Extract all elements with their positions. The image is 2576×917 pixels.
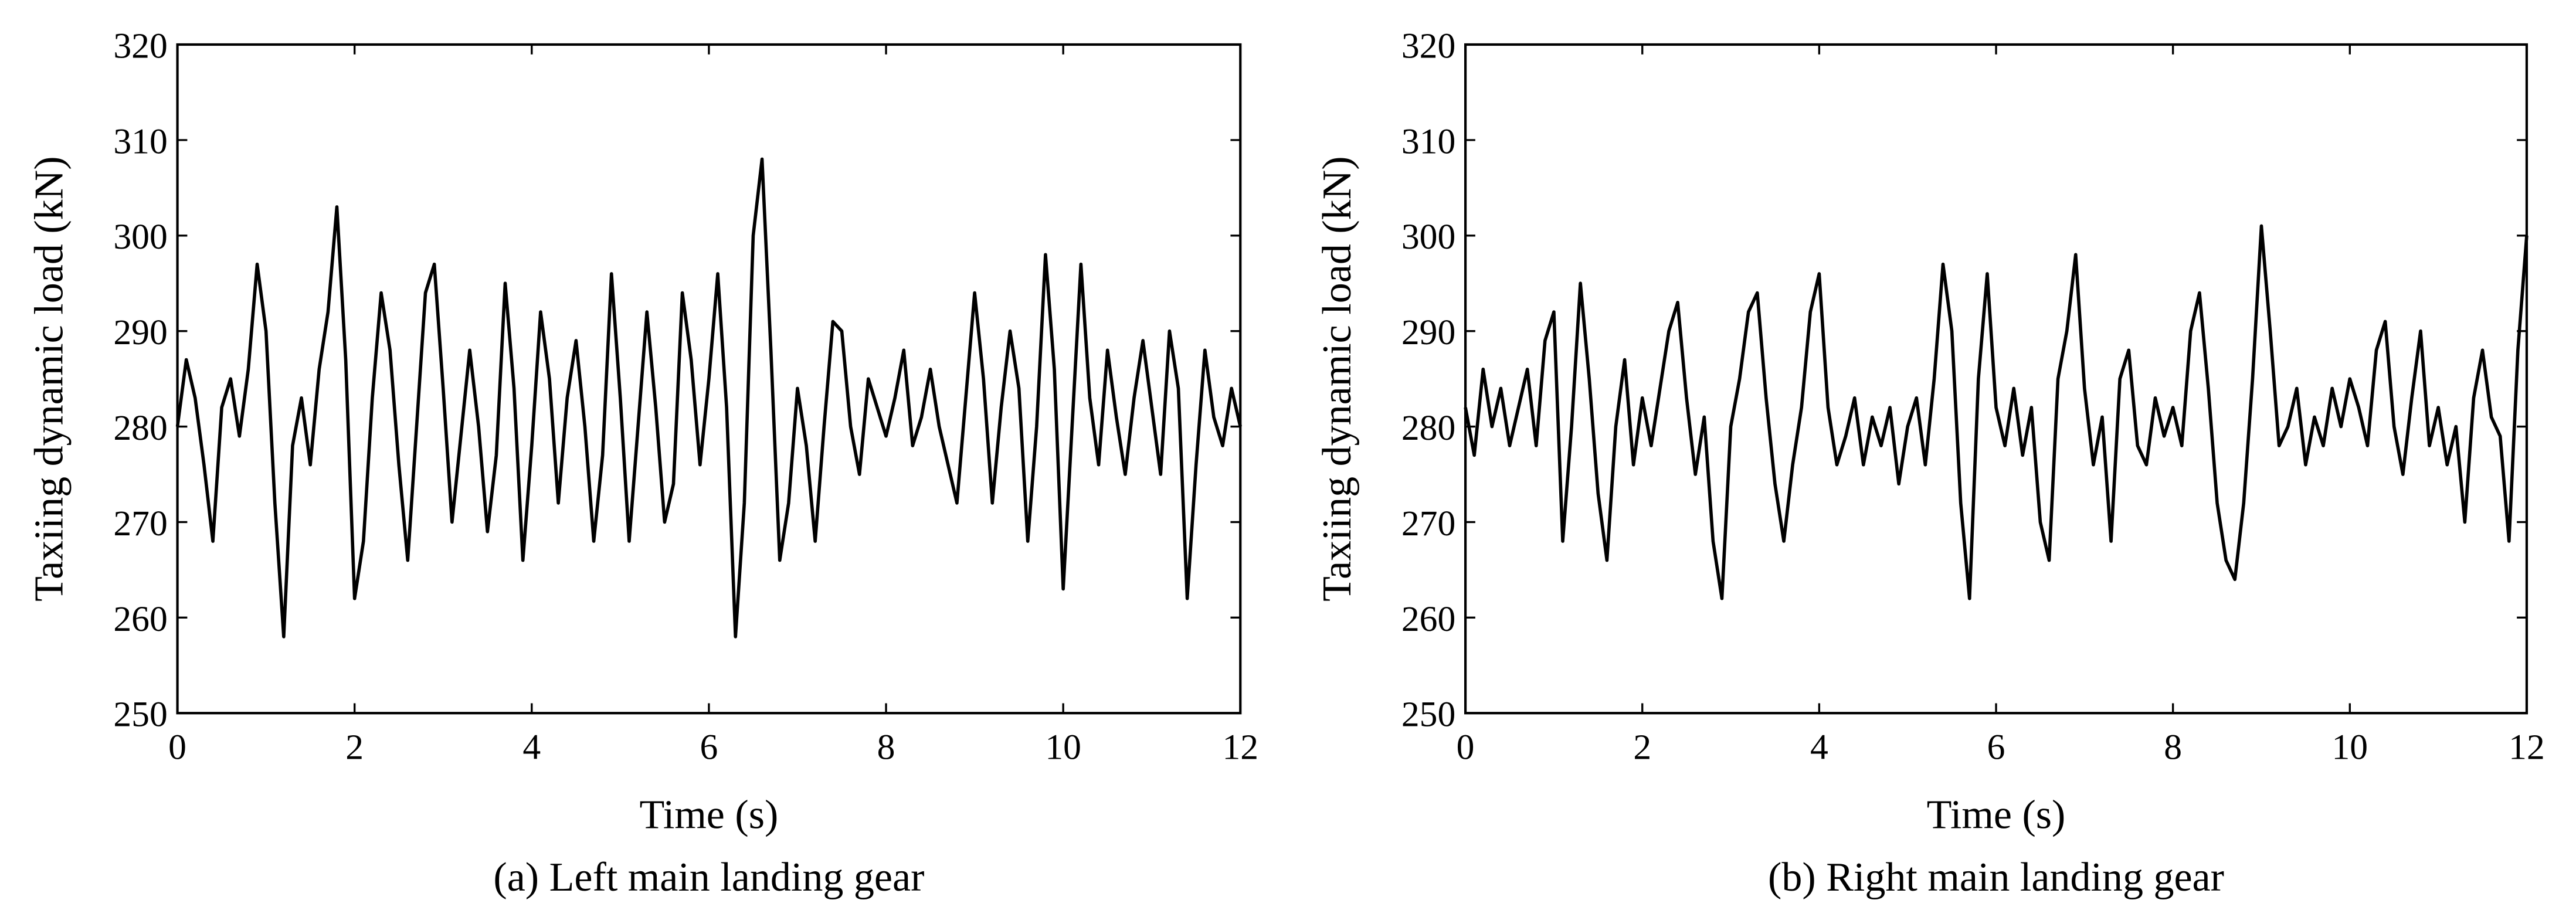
y-tick-label: 290 <box>1401 313 1455 352</box>
plot-frame <box>176 43 1242 715</box>
x-tick-label: 2 <box>345 728 364 767</box>
y-axis-label: Taxiing dynamic load (kN) <box>1315 156 1360 601</box>
y-tick-label: 280 <box>1401 408 1455 448</box>
y-tick-label: 280 <box>113 408 167 448</box>
x-tick-label: 10 <box>2331 728 2368 767</box>
x-tick-label: 6 <box>1987 728 2005 767</box>
x-axis-label: Time (s) <box>1927 792 2066 837</box>
data-line <box>1464 224 2529 600</box>
x-tick-label: 2 <box>1633 728 1651 767</box>
x-tick-label: 8 <box>877 728 895 767</box>
y-tick-label: 250 <box>1401 695 1455 735</box>
data-line <box>175 157 1242 638</box>
plot-frame <box>1464 43 2529 715</box>
x-tick-label: 0 <box>168 728 186 767</box>
x-axis-label: Time (s) <box>640 792 779 837</box>
x-tick-label: 12 <box>2509 728 2545 767</box>
x-tick-label: 4 <box>1810 728 1828 767</box>
x-tick-label: 12 <box>1222 728 1258 767</box>
x-tick-label: 6 <box>700 728 718 767</box>
y-tick-label: 300 <box>113 217 167 257</box>
x-tick-label: 0 <box>1457 728 1475 767</box>
y-tick-label: 250 <box>113 695 167 735</box>
y-tick-label: 320 <box>1401 26 1455 66</box>
y-tick-label: 300 <box>1401 217 1455 257</box>
x-tick-label: 4 <box>522 728 541 767</box>
y-tick-label: 310 <box>1401 121 1455 161</box>
y-tick-label: 260 <box>1401 599 1455 639</box>
y-tick-label: 270 <box>1401 504 1455 544</box>
caption: (a) Left main landing gear <box>493 855 924 900</box>
y-tick-label: 260 <box>113 599 167 639</box>
y-tick-label: 310 <box>113 121 167 161</box>
y-tick-label: 320 <box>113 26 167 66</box>
y-tick-label: 270 <box>113 504 167 544</box>
x-tick-label: 10 <box>1045 728 1081 767</box>
y-tick-label: 290 <box>113 313 167 352</box>
y-axis-label: Taxiing dynamic load (kN) <box>26 156 72 601</box>
x-tick-label: 8 <box>2164 728 2182 767</box>
caption: (b) Right main landing gear <box>1768 855 2224 900</box>
